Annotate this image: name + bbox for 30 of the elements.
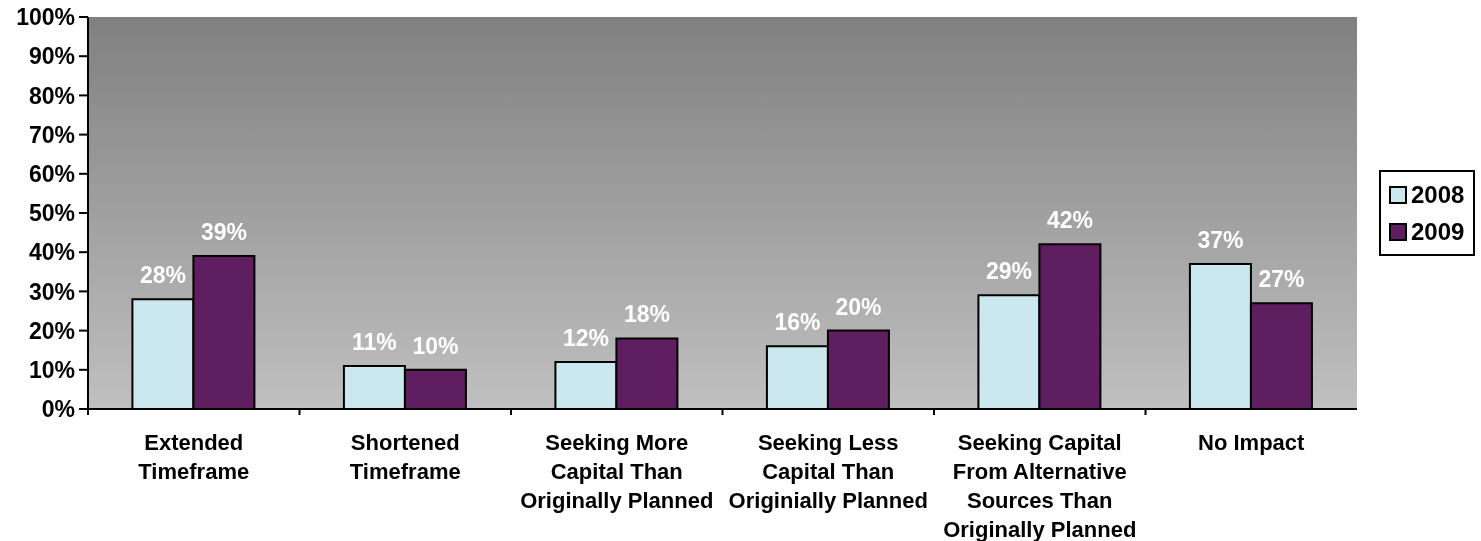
data-label: 16% [774, 309, 821, 336]
data-label: 37% [1197, 226, 1244, 253]
y-tick-label: 0% [41, 396, 75, 423]
y-tick-label: 10% [28, 356, 75, 383]
x-tick-label: Seeking More Capital Than Originally Planned [520, 429, 714, 514]
data-label: 28% [139, 262, 186, 289]
x-tick-label: Shortened Timeframe [349, 429, 461, 484]
data-label: 39% [200, 219, 247, 246]
data-label: 29% [985, 258, 1032, 285]
legend-label: 2008 [1411, 180, 1465, 209]
data-label: 27% [1258, 266, 1305, 293]
y-tick-label: 60% [28, 160, 75, 187]
x-tick-label: Seeking Less Capital Than Originially Planned [728, 429, 928, 514]
x-tick-label: No Impact [1198, 429, 1306, 455]
data-label: 42% [1046, 207, 1093, 234]
x-tick-label: Extended Timeframe [138, 429, 250, 484]
y-tick-label: 100% [16, 4, 75, 31]
data-label: 12% [562, 324, 609, 351]
y-tick-label: 80% [28, 82, 75, 109]
data-label: 11% [352, 328, 397, 355]
y-tick-label: 40% [28, 239, 75, 266]
data-label: 18% [623, 301, 670, 328]
y-tick-label: 20% [28, 317, 75, 344]
y-tick-label: 30% [28, 278, 75, 305]
legend-label: 2009 [1411, 217, 1465, 246]
data-label: 20% [835, 293, 882, 320]
y-tick-label: 50% [28, 200, 75, 227]
y-tick-label: 70% [28, 121, 75, 148]
data-label: 10% [412, 332, 459, 359]
y-tick-label: 90% [28, 43, 75, 70]
